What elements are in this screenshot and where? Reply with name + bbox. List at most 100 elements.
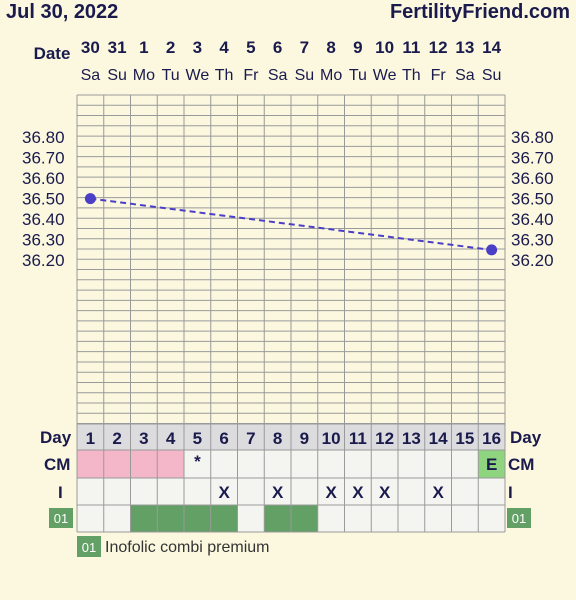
date-tick: 7 — [300, 38, 309, 57]
date-tick: 10 — [375, 38, 394, 57]
weekday-tick: Su — [295, 67, 315, 84]
med-code-left: 01 — [54, 511, 68, 526]
y-tick-left: 36.20 — [22, 251, 65, 270]
med-code-right: 01 — [512, 511, 526, 526]
cm-cell-egg-white — [478, 450, 505, 478]
cm-cell-pink — [157, 450, 184, 478]
intercourse-mark: X — [379, 483, 391, 502]
day-number: 1 — [86, 429, 95, 448]
y-tick-right: 36.20 — [511, 251, 554, 270]
cm-cell-pink — [77, 450, 104, 478]
date-tick: 1 — [139, 38, 148, 57]
date-tick: 14 — [482, 38, 501, 57]
y-tick-right: 36.80 — [511, 128, 554, 147]
y-tick-left: 36.60 — [22, 169, 65, 188]
y-tick-left: 36.30 — [22, 231, 65, 250]
legend-label: Inofolic combi premium — [105, 539, 270, 556]
date-tick: 6 — [273, 38, 282, 57]
day-label-left: Day — [40, 428, 72, 447]
weekday-tick: Th — [402, 67, 421, 84]
date-tick: 12 — [429, 38, 448, 57]
day-number: 4 — [166, 429, 176, 448]
date-tick: 9 — [353, 38, 362, 57]
weekday-tick: Sa — [81, 67, 101, 84]
medication-cell — [264, 505, 291, 532]
weekday-tick: Fr — [243, 67, 259, 84]
cm-label-right: CM — [508, 455, 534, 474]
cm-cell-pink — [130, 450, 158, 478]
day-number: 3 — [139, 429, 148, 448]
medication-cell — [157, 505, 184, 532]
day-number: 14 — [429, 429, 448, 448]
day-number: 13 — [402, 429, 421, 448]
weekday-tick: We — [186, 67, 210, 84]
temperature-point — [486, 244, 498, 256]
legend-code: 01 — [82, 540, 96, 555]
temperature-point — [84, 193, 96, 205]
intercourse-mark: X — [272, 483, 284, 502]
day-number: 10 — [322, 429, 341, 448]
day-number: 5 — [193, 429, 202, 448]
y-tick-right: 36.40 — [511, 210, 554, 229]
i-label-right: I — [508, 483, 513, 502]
y-tick-right: 36.30 — [511, 231, 554, 250]
day-number: 11 — [349, 429, 367, 448]
date-tick: 5 — [246, 38, 255, 57]
medication-cell — [130, 505, 158, 532]
intercourse-mark: X — [325, 483, 337, 502]
y-tick-right: 36.70 — [511, 149, 554, 168]
intercourse-mark: X — [432, 483, 444, 502]
intercourse-mark: X — [218, 483, 230, 502]
site-name: FertilityFriend.com — [389, 1, 570, 23]
i-label-left: I — [58, 483, 63, 502]
weekday-tick: Sa — [455, 67, 475, 84]
temperature-line — [90, 197, 492, 251]
weekday-tick: Su — [107, 67, 127, 84]
weekday-tick: Tu — [349, 67, 367, 84]
y-tick-left: 36.70 — [22, 149, 65, 168]
date-label: Date — [34, 44, 71, 63]
date-tick: 31 — [108, 38, 127, 57]
weekday-tick: Mo — [133, 67, 155, 84]
medication-cell — [291, 505, 318, 532]
day-label-right: Day — [510, 428, 542, 447]
weekday-tick: Tu — [162, 67, 180, 84]
day-number: 7 — [246, 429, 255, 448]
legend-badge — [77, 536, 101, 557]
day-number: 8 — [273, 429, 282, 448]
date-tick: 2 — [166, 38, 175, 57]
date-tick: 13 — [455, 38, 474, 57]
weekday-tick: Fr — [431, 67, 447, 84]
day-number: 16 — [482, 429, 501, 448]
day-number: 9 — [300, 429, 309, 448]
med-code-badge-right — [507, 508, 531, 528]
weekday-tick: We — [373, 67, 397, 84]
cm-mark: E — [486, 455, 497, 474]
y-tick-left: 36.80 — [22, 128, 65, 147]
day-number: 2 — [112, 429, 121, 448]
medication-cell — [210, 505, 238, 532]
intercourse-mark: X — [352, 483, 364, 502]
weekday-tick: Su — [482, 67, 502, 84]
y-tick-left: 36.40 — [22, 210, 65, 229]
cm-mark: * — [194, 452, 201, 471]
y-tick-right: 36.60 — [511, 169, 554, 188]
y-tick-left: 36.50 — [22, 190, 65, 209]
med-code-badge-left — [49, 508, 73, 528]
weekday-tick: Th — [215, 67, 234, 84]
date-tick: 8 — [326, 38, 335, 57]
weekday-tick: Sa — [268, 67, 288, 84]
cm-label-left: CM — [44, 455, 70, 474]
day-number: 6 — [219, 429, 228, 448]
y-tick-right: 36.50 — [511, 190, 554, 209]
date-tick: 3 — [193, 38, 202, 57]
day-number: 12 — [375, 429, 394, 448]
cm-cell-pink — [103, 450, 131, 478]
date-tick: 30 — [81, 38, 100, 57]
chart-date: Jul 30, 2022 — [6, 1, 119, 23]
day-number: 15 — [455, 429, 474, 448]
date-tick: 4 — [219, 38, 229, 57]
weekday-tick: Mo — [320, 67, 342, 84]
